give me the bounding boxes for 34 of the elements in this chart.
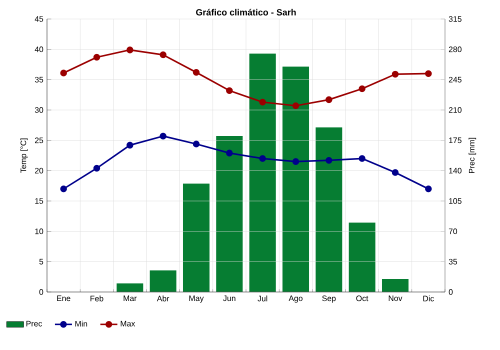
point bbox=[60, 185, 67, 192]
point bbox=[358, 155, 366, 162]
bar bbox=[216, 136, 243, 292]
point bbox=[358, 85, 366, 92]
point bbox=[126, 46, 134, 54]
bar bbox=[150, 270, 176, 292]
point bbox=[425, 185, 432, 192]
bar bbox=[316, 127, 342, 292]
point bbox=[292, 158, 300, 165]
point bbox=[292, 102, 300, 110]
bar bbox=[382, 279, 409, 292]
point bbox=[425, 70, 432, 77]
point bbox=[392, 70, 399, 78]
bar bbox=[182, 184, 210, 292]
chart-title: Gráfico climático - Sarh bbox=[196, 8, 296, 16]
point bbox=[60, 70, 67, 76]
point bbox=[126, 142, 134, 149]
bar bbox=[282, 66, 310, 292]
point bbox=[192, 140, 200, 148]
point bbox=[192, 68, 200, 76]
point bbox=[226, 150, 233, 156]
point bbox=[392, 169, 399, 176]
point bbox=[160, 51, 166, 58]
point bbox=[326, 96, 332, 104]
point bbox=[326, 156, 332, 164]
bar bbox=[116, 283, 144, 292]
point bbox=[259, 155, 266, 162]
point bbox=[93, 164, 100, 172]
point bbox=[226, 87, 233, 94]
point bbox=[93, 54, 100, 61]
point bbox=[259, 98, 266, 106]
bar bbox=[249, 54, 276, 292]
point bbox=[160, 132, 166, 140]
bar bbox=[348, 222, 376, 292]
